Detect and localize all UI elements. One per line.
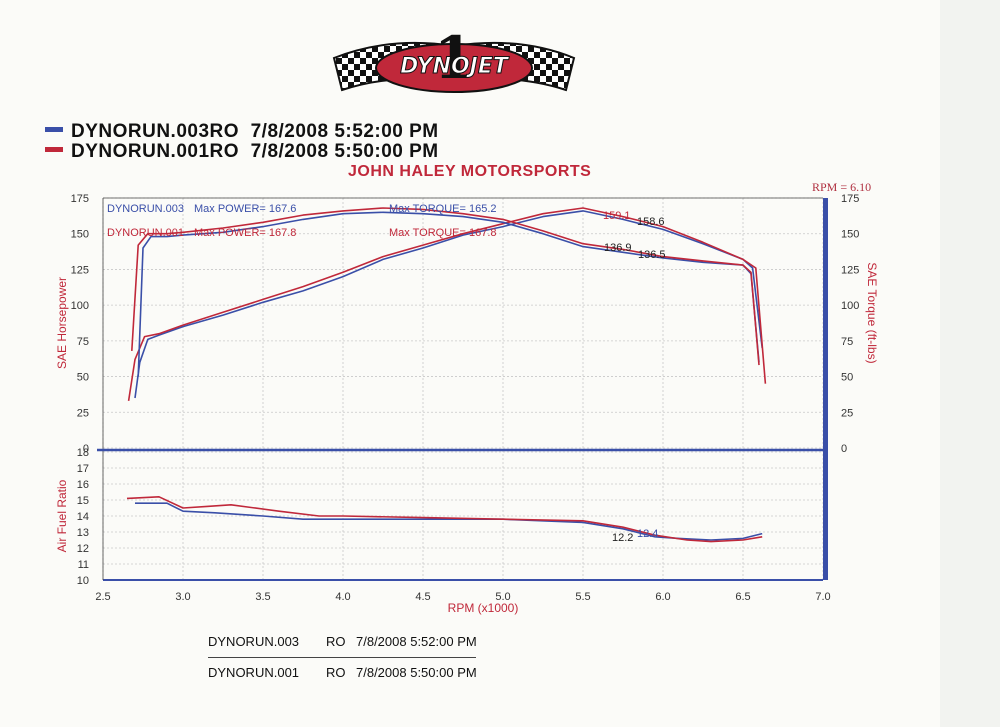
y2-tick-label: 100	[841, 300, 859, 312]
power-torque-series-2	[127, 207, 767, 402]
chart-annotation: DYNORUN.003	[107, 203, 184, 215]
chart-series	[126, 207, 767, 543]
y-tick-label: 125	[71, 264, 89, 276]
y-tick-label: 50	[77, 372, 89, 384]
x-tick-label: 6.5	[735, 591, 750, 603]
afr-annotation: 12.4	[637, 528, 658, 540]
afr-tick-label: 15	[77, 495, 89, 507]
chart-frame	[97, 197, 828, 581]
x-tick-label: 5.5	[575, 591, 590, 603]
run-1-time: 5:52:00 PM	[334, 121, 439, 142]
y-tick-label: 150	[71, 229, 89, 241]
power-torque-series-4	[131, 207, 760, 366]
y-tick-label: 175	[71, 193, 89, 205]
chart-annotation: 136.5	[638, 249, 666, 261]
footer-run-2-name: DYNORUN.001	[208, 665, 300, 680]
y2-tick-label: 175	[841, 193, 859, 205]
y2-axis-bar	[823, 198, 828, 580]
y-tick-label: 25	[77, 407, 89, 419]
afr-tick-label: 17	[77, 463, 89, 475]
afr-series-2	[126, 496, 763, 543]
chart-grid	[102, 197, 824, 581]
x-tick-label: 5.0	[495, 591, 510, 603]
footer-divider	[208, 657, 476, 658]
y2-tick-label: 25	[841, 407, 853, 419]
afr-axis-title: Air Fuel Ratio	[55, 479, 69, 552]
chart-annotation: 159.1	[603, 210, 631, 222]
shop-name: JOHN HALEY MOTORSPORTS	[348, 163, 592, 180]
x-tick-label: 6.0	[655, 591, 670, 603]
rpm-note: RPM = 6.10	[812, 180, 872, 194]
x-tick-label: 7.0	[815, 591, 830, 603]
x-tick-label: 4.5	[415, 591, 430, 603]
chart-ticks: 2.5 3.0 3.5 4.0 4.5 5.0 5.5 6.0 6.5 7.0 0 0 25 25 50 50…	[71, 193, 860, 603]
afr-tick-label: 14	[77, 511, 89, 523]
footer-run-2-datetime: 7/8/2008 5:50:00 PM	[356, 665, 477, 680]
footer-run-1-datetime: 7/8/2008 5:52:00 PM	[356, 634, 477, 649]
afr-tick-label: 12	[77, 543, 89, 555]
run-2-color-swatch	[45, 147, 63, 153]
svg-text:1: 1	[434, 28, 474, 92]
footer-run-2-mode: RO	[326, 665, 346, 680]
footer-row-2: DYNORUN.001 RO 7/8/2008 5:50:00 PM	[208, 665, 477, 680]
dynojet-logo: 1 DYNOJET	[332, 28, 576, 93]
y2-tick-label: 150	[841, 229, 859, 241]
y2-axis-title: SAE Torque (ft-lbs)	[865, 262, 879, 363]
run-header-1: DYNORUN.003RO 7/8/2008 5:52:00 PM	[45, 121, 439, 143]
x-tick-label: 2.5	[95, 591, 110, 603]
y-axis-title: SAE Horsepower	[55, 277, 69, 369]
footer-row-1: DYNORUN.003 RO 7/8/2008 5:52:00 PM	[208, 634, 477, 649]
chart-labels: RPM (x1000) SAE Horsepower SAE Torque (ft-…	[55, 203, 879, 615]
power-torque-series-3	[137, 211, 760, 377]
footer-run-1-mode: RO	[326, 634, 346, 649]
afr-tick-label: 18	[77, 447, 89, 459]
svg-text:DYNOJET: DYNOJET	[400, 54, 510, 79]
y2-tick-label: 50	[841, 372, 853, 384]
afr-tick-label: 16	[77, 479, 89, 491]
run-2-name: DYNORUN.001RO	[71, 141, 240, 162]
afr-tick-label: 11	[78, 559, 89, 571]
chart-annotation: Max TORQUE= 167.8	[389, 227, 497, 239]
afr-tick-label: 10	[77, 575, 89, 587]
y-tick-label: 75	[77, 336, 89, 348]
chart-annotation: Max POWER= 167.6	[194, 203, 296, 215]
power-torque-series-1	[134, 210, 763, 399]
x-tick-label: 3.0	[175, 591, 190, 603]
run-2-time: 5:50:00 PM	[334, 141, 439, 162]
afr-tick-label: 13	[77, 527, 89, 539]
run-1-date: 7/8/2008	[250, 121, 329, 142]
chart-annotation: DYNORUN.001	[107, 227, 184, 239]
x-axis-title: RPM (x1000)	[448, 601, 519, 615]
chart-annotation: Max TORQUE= 165.2	[389, 203, 497, 215]
run-1-name: DYNORUN.003RO	[71, 121, 240, 142]
afr-annotation: 12.2	[612, 532, 633, 544]
plot-background	[103, 198, 823, 580]
y2-tick-label: 75	[841, 336, 853, 348]
chart-annotation: 158.6	[637, 216, 665, 228]
y-tick-label: 100	[71, 300, 89, 312]
paper-edge	[940, 0, 1000, 727]
chart-annotation: 136.9	[604, 242, 632, 254]
run-2-date: 7/8/2008	[250, 141, 329, 162]
chart-annotation: Max POWER= 167.8	[194, 227, 296, 239]
x-tick-label: 3.5	[255, 591, 270, 603]
x-tick-label: 4.0	[335, 591, 350, 603]
y-tick-label: 0	[83, 443, 89, 455]
y2-tick-label: 0	[841, 443, 847, 455]
y2-tick-label: 125	[841, 264, 859, 276]
footer-run-1-name: DYNORUN.003	[208, 634, 300, 649]
run-1-color-swatch	[45, 127, 63, 133]
run-header-2: DYNORUN.001RO 7/8/2008 5:50:00 PM	[45, 141, 439, 163]
